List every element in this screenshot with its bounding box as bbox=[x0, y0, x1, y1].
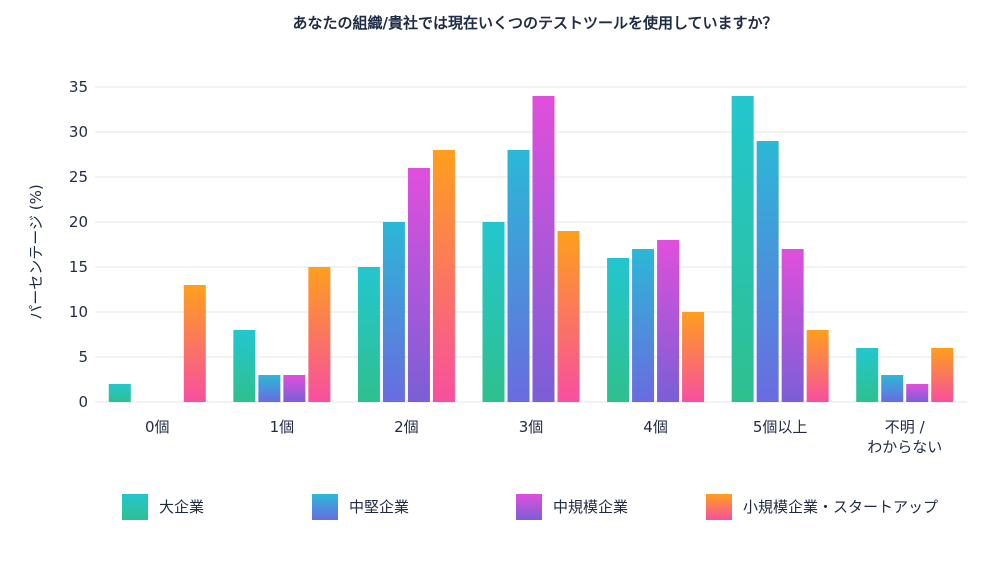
bar-3-5 bbox=[657, 240, 680, 402]
bar-3-2 bbox=[283, 375, 306, 402]
y-axis-label: パーセンテージ (%) bbox=[27, 184, 45, 319]
x-tick-label: 0個 bbox=[145, 418, 170, 436]
bar-2-2 bbox=[258, 375, 281, 402]
bar-4-4 bbox=[557, 231, 580, 402]
y-tick-label: 15 bbox=[69, 258, 88, 276]
chart-title: あなたの組織/貴社では現在いくつのテストツールを使用していますか？ bbox=[292, 14, 777, 32]
bar-2-7 bbox=[881, 375, 904, 402]
legend-label: 小規模企業・スタートアップ bbox=[743, 498, 938, 516]
bar-1-2 bbox=[233, 330, 256, 402]
x-tick-label: 2個 bbox=[394, 418, 419, 436]
x-tick-label: 1個 bbox=[270, 418, 295, 436]
bars bbox=[108, 96, 954, 402]
legend-swatch bbox=[312, 494, 338, 520]
y-axis-ticks: 0 5 10 15 20 25 30 35 bbox=[69, 78, 88, 411]
y-tick-label: 30 bbox=[69, 123, 88, 141]
bar-4-1 bbox=[183, 285, 206, 402]
bar-4-2 bbox=[308, 267, 331, 402]
y-tick-label: 5 bbox=[78, 348, 88, 366]
y-tick-label: 20 bbox=[69, 213, 88, 231]
bar-3-6 bbox=[781, 249, 804, 402]
legend-label: 中堅企業 bbox=[349, 498, 409, 516]
x-tick-label: 5個以上 bbox=[753, 418, 808, 436]
y-tick-label: 10 bbox=[69, 303, 88, 321]
bar-1-7 bbox=[856, 348, 879, 402]
bar-4-3 bbox=[432, 150, 455, 402]
bar-4-5 bbox=[682, 312, 705, 402]
y-tick-label: 25 bbox=[69, 168, 88, 186]
legend-item: 大企業 bbox=[122, 494, 204, 520]
y-tick-label: 0 bbox=[78, 393, 88, 411]
y-tick-label: 35 bbox=[69, 78, 88, 96]
bar-1-6 bbox=[731, 96, 754, 402]
bar-2-3 bbox=[382, 222, 405, 402]
legend-item: 中規模企業 bbox=[516, 494, 628, 520]
bar-2-5 bbox=[632, 249, 655, 402]
grid bbox=[95, 86, 967, 403]
bar-1-5 bbox=[607, 258, 630, 402]
legend-item: 中堅企業 bbox=[312, 494, 409, 520]
legend-label: 大企業 bbox=[159, 498, 204, 516]
bar-3-4 bbox=[532, 96, 555, 402]
legend-label: 中規模企業 bbox=[553, 498, 628, 516]
x-tick-label: 3個 bbox=[519, 418, 544, 436]
bar-3-3 bbox=[407, 168, 430, 402]
legend-swatch bbox=[706, 494, 732, 520]
x-tick-label: 4個 bbox=[643, 418, 668, 436]
bar-1-3 bbox=[357, 267, 380, 402]
x-tick-label: 不明 /わからない bbox=[867, 418, 942, 456]
bar-4-7 bbox=[931, 348, 954, 402]
legend-swatch bbox=[122, 494, 148, 520]
legend: 大企業 中堅企業 中規模企業 小規模企業・スタートアップ bbox=[122, 494, 938, 520]
x-axis-ticks: 0個 1個 2個 3個 4個 5個以上 不明 /わからない bbox=[145, 418, 942, 456]
legend-item: 小規模企業・スタートアップ bbox=[706, 494, 938, 520]
bar-2-4 bbox=[507, 150, 530, 402]
bar-2-6 bbox=[756, 141, 779, 402]
legend-swatch bbox=[516, 494, 542, 520]
bar-4-6 bbox=[806, 330, 829, 402]
bar-1-1 bbox=[108, 384, 131, 402]
bar-3-7 bbox=[906, 384, 929, 402]
bar-1-4 bbox=[482, 222, 505, 402]
